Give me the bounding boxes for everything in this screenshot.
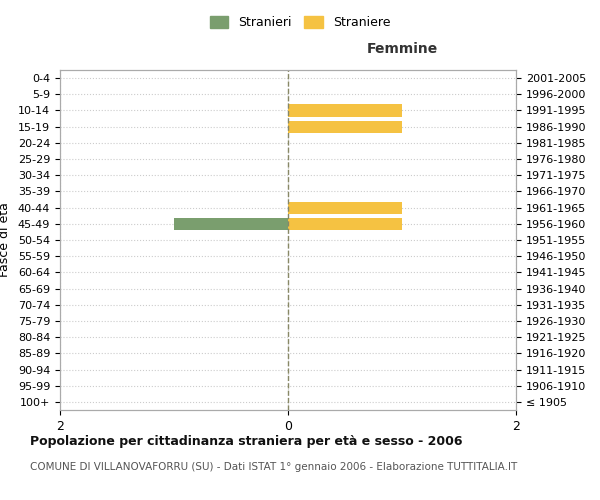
Bar <box>288 202 402 213</box>
Legend: Stranieri, Straniere: Stranieri, Straniere <box>205 11 395 34</box>
Bar <box>288 104 402 117</box>
Y-axis label: Anni di nascita: Anni di nascita <box>598 194 600 286</box>
Text: Popolazione per cittadinanza straniera per età e sesso - 2006: Popolazione per cittadinanza straniera p… <box>30 435 463 448</box>
Bar <box>288 218 402 230</box>
Y-axis label: Fasce di età: Fasce di età <box>0 202 11 278</box>
Text: Femmine: Femmine <box>367 42 437 56</box>
Bar <box>174 218 288 230</box>
Text: COMUNE DI VILLANOVAFORRU (SU) - Dati ISTAT 1° gennaio 2006 - Elaborazione TUTTIT: COMUNE DI VILLANOVAFORRU (SU) - Dati IST… <box>30 462 517 472</box>
Bar <box>288 120 402 132</box>
